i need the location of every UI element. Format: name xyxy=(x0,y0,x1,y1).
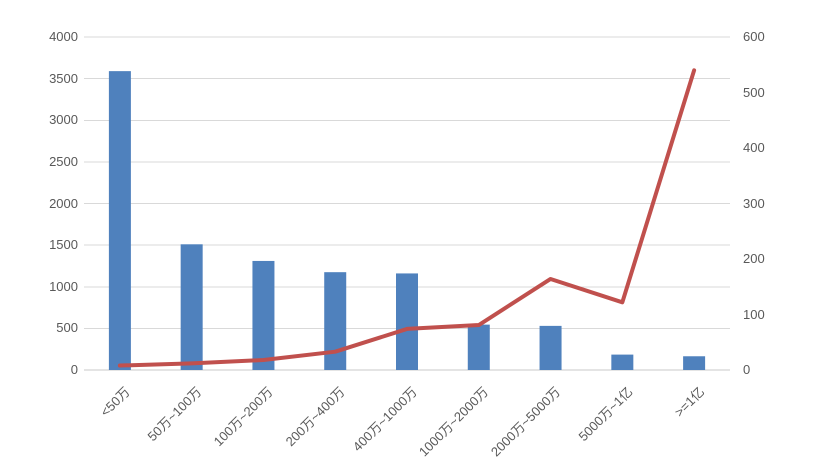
left-axis-tick-label: 3500 xyxy=(49,70,78,86)
right-axis-tick-label: 0 xyxy=(743,362,751,377)
line-series xyxy=(117,68,697,368)
left-axis-tick-label: 2500 xyxy=(49,153,78,169)
left-axis-tick-label: 4000 xyxy=(49,29,78,44)
right-axis-tick-label: 400 xyxy=(743,140,765,155)
bar xyxy=(108,71,131,370)
bar xyxy=(611,354,634,370)
left-axis-tick-label: 0 xyxy=(70,362,78,377)
right-axis-tick-label: 500 xyxy=(743,84,765,100)
left-axis-tick-label: 1500 xyxy=(49,237,78,253)
right-axis-tick-label: 100 xyxy=(743,306,765,322)
right-axis-tick-label: 200 xyxy=(743,251,765,266)
left-axis-tick-label: 3000 xyxy=(49,112,78,128)
bar xyxy=(324,272,347,370)
right-axis-tick-label: 300 xyxy=(743,195,765,211)
bar xyxy=(467,324,490,370)
bar xyxy=(252,260,275,370)
bar xyxy=(539,325,562,370)
left-axis-tick-label: 500 xyxy=(56,320,78,336)
left-axis-tick-label: 2000 xyxy=(49,195,78,211)
bar xyxy=(683,356,706,370)
right-axis-tick-label: 600 xyxy=(743,29,765,44)
bar xyxy=(396,273,418,370)
bar xyxy=(180,244,203,370)
left-axis-tick-label: 1000 xyxy=(49,278,78,294)
